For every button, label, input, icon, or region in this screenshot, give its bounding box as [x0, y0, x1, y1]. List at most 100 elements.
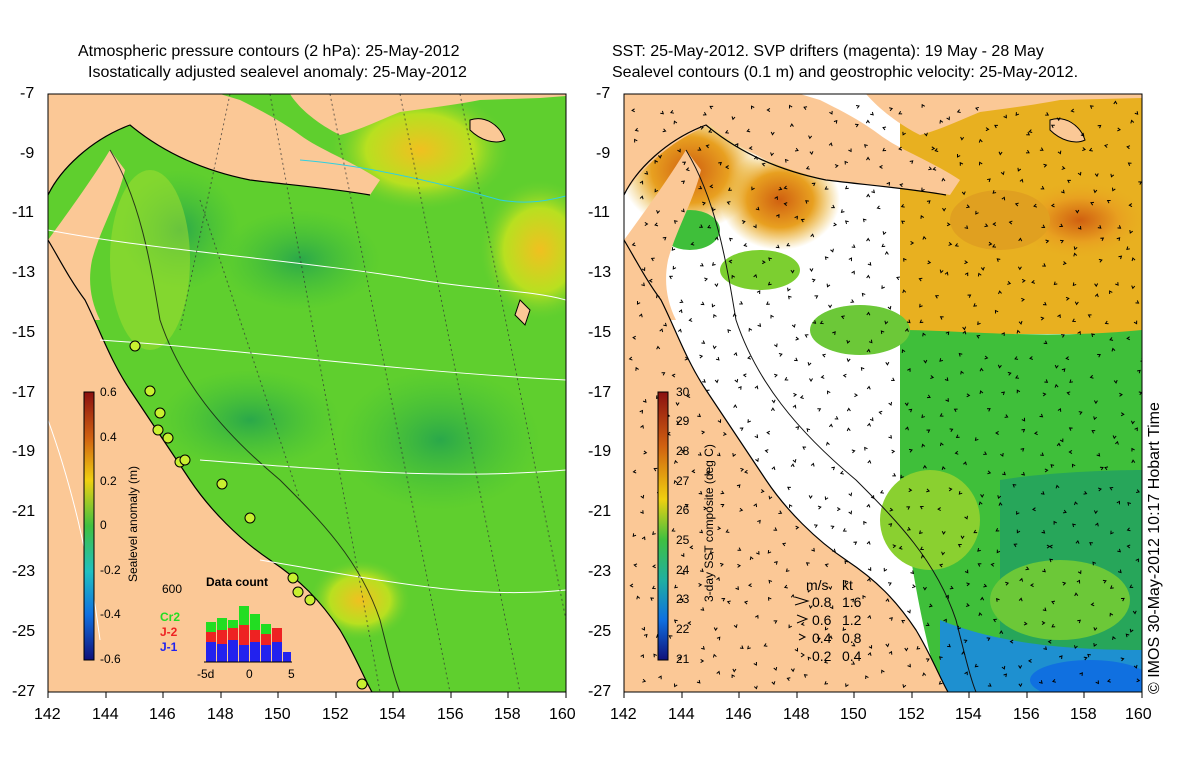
velocity-arrow: [821, 353, 826, 358]
velocity-arrow: [939, 119, 944, 124]
velocity-arrow: [638, 313, 643, 318]
x-tick-left: 146: [149, 706, 176, 723]
velocity-arrow: [739, 301, 744, 305]
velocity-arrow: [738, 385, 742, 390]
velocity-arrow: [876, 205, 881, 210]
velocity-arrow: [1135, 300, 1140, 304]
velocity-arrow: [1111, 347, 1116, 352]
velocity-arrow: [1079, 672, 1083, 676]
velocity-arrow: [680, 553, 685, 558]
velocity-arrow: [764, 449, 769, 454]
velocity-arrow: [892, 544, 897, 549]
velocity-arrow: [739, 427, 744, 431]
velocity-arrow: [686, 394, 691, 398]
velocity-arrow: [1129, 628, 1134, 633]
y-tick-right: -15: [588, 324, 612, 341]
velocity-arrow: [944, 377, 949, 382]
velocity-arrow: [867, 459, 872, 464]
velocity-arrow: [903, 257, 907, 262]
left-colorbar-tick: 0.2: [100, 474, 117, 488]
velocity-arrow: [898, 545, 903, 550]
velocity-arrow: [1015, 112, 1020, 116]
velocity-arrow: [1109, 612, 1114, 617]
velocity-arrow: [851, 661, 856, 665]
velocity-arrow: [733, 404, 738, 408]
velocity-arrow: [682, 161, 687, 166]
velocity-arrow: [1066, 391, 1071, 396]
velocity-arrow: [941, 551, 946, 556]
velocity-arrow: [958, 352, 963, 357]
velocity-arrow: [997, 495, 1002, 500]
velocity-arrow: [1040, 452, 1044, 457]
velocity-arrow: [766, 301, 770, 305]
velocity-arrow: [816, 637, 821, 642]
velocity-arrow: [826, 441, 830, 446]
velocity-arrow: [1069, 379, 1074, 384]
velocity-arrow: [789, 504, 793, 508]
velocity-arrow: [657, 154, 662, 159]
velocity-arrow: [1073, 501, 1078, 506]
left-colorbar-tick: -0.2: [100, 563, 121, 577]
velocity-arrow: [757, 323, 762, 327]
velocity-legend-arrows: [794, 596, 810, 658]
velocity-ms: 0.2: [812, 648, 832, 664]
velocity-arrow: [773, 373, 778, 378]
velocity-arrow: [703, 506, 708, 511]
velocity-arrow: [1005, 581, 1010, 586]
right-colorbar-tick: 22: [676, 622, 690, 636]
velocity-arrow: [860, 366, 865, 371]
y-tick-right: -17: [588, 384, 612, 401]
velocity-arrow: [864, 446, 868, 451]
velocity-arrow: [998, 501, 1003, 506]
velocity-arrow: [1055, 484, 1060, 489]
velocity-arrow: [640, 654, 644, 658]
velocity-arrow: [751, 186, 755, 191]
velocity-arrow: [853, 541, 858, 546]
velocity-arrow: [732, 668, 737, 673]
velocity-arrow: [844, 160, 849, 165]
velocity-arrow: [737, 547, 742, 551]
velocity-arrow: [980, 266, 985, 271]
velocity-arrow: [939, 269, 944, 274]
left-title-line2: Isostatically adjusted sealevel anomaly:…: [88, 64, 467, 81]
velocity-arrow: [629, 583, 634, 588]
velocity-arrow: [960, 370, 964, 375]
velocity-arrow: [714, 379, 719, 384]
velocity-arrow: [812, 320, 817, 324]
velocity-arrow: [1056, 117, 1061, 122]
left-colorbar-label: Sealevel anomaly (m): [126, 465, 140, 582]
velocity-arrow: [654, 159, 658, 164]
velocity-arrow: [886, 181, 891, 186]
velocity-arrow: [725, 165, 729, 170]
velocity-arrow: [811, 278, 816, 283]
velocity-arrow: [1127, 502, 1131, 506]
velocity-arrow: [1094, 293, 1099, 298]
velocity-arrow: [1136, 489, 1140, 493]
velocity-arrow: [1077, 570, 1082, 575]
velocity-arrow: [1129, 229, 1133, 234]
velocity-arrow: [794, 357, 798, 362]
velocity-arrow: [650, 257, 655, 262]
velocity-arrow: [716, 670, 721, 675]
velocity-arrow: [775, 244, 780, 249]
velocity-arrow: [928, 166, 933, 171]
velocity-arrow: [671, 247, 676, 251]
velocity-arrow: [966, 393, 971, 398]
velocity-arrow: [713, 313, 717, 318]
right-colorbar-tick: 29: [676, 414, 690, 428]
velocity-arrow: [770, 407, 775, 412]
velocity-arrow: [673, 220, 678, 224]
velocity-arrow: [1014, 356, 1019, 360]
velocity-arrow: [975, 106, 979, 111]
velocity-arrow: [906, 527, 911, 531]
velocity-arrow: [866, 540, 871, 545]
velocity-arrow: [1087, 314, 1092, 318]
velocity-arrow: [1062, 261, 1067, 265]
x-tick-right: 144: [668, 706, 695, 723]
velocity-arrow: [928, 603, 933, 608]
velocity-arrow: [977, 321, 981, 326]
velocity-arrow: [983, 451, 988, 455]
velocity-arrow: [1001, 391, 1006, 396]
velocity-arrow: [955, 434, 960, 438]
velocity-arrow: [1054, 364, 1059, 369]
